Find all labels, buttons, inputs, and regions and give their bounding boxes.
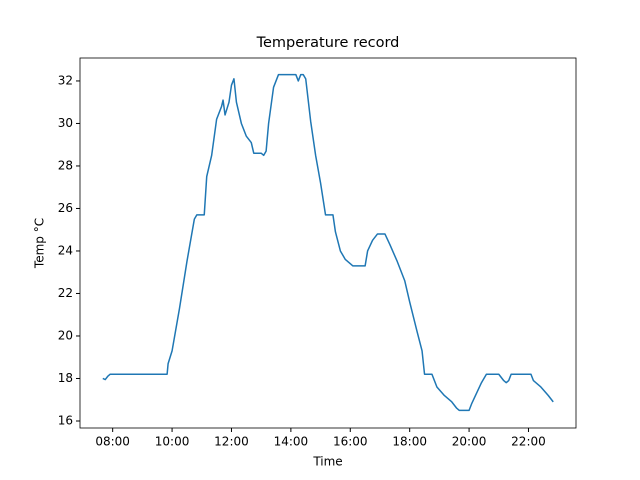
x-tick-label: 16:00 [333,435,368,449]
plot-frame [79,57,577,429]
y-tick-label: 28 [58,158,73,172]
x-tick-label: 22:00 [511,435,546,449]
y-tick-label: 30 [58,116,73,130]
x-tick-label: 20:00 [452,435,487,449]
y-tick-label: 26 [58,201,73,215]
y-tick-label: 24 [58,243,73,257]
y-tick-label: 16 [58,413,73,427]
data-line [102,73,554,412]
y-tick-label: 32 [58,73,73,87]
y-tick-label: 22 [58,286,73,300]
x-tick-label: 08:00 [95,435,130,449]
x-tick-label: 10:00 [155,435,190,449]
chart-title: Temperature record [256,35,400,51]
x-tick-label: 14:00 [274,435,309,449]
y-tick-label: 20 [58,328,73,342]
x-axis-label: Time [312,455,342,469]
y-axis-label: Temp °C [33,218,47,269]
x-tick-label: 18:00 [392,435,427,449]
y-tick-label: 18 [58,371,73,385]
x-tick-label: 12:00 [214,435,249,449]
